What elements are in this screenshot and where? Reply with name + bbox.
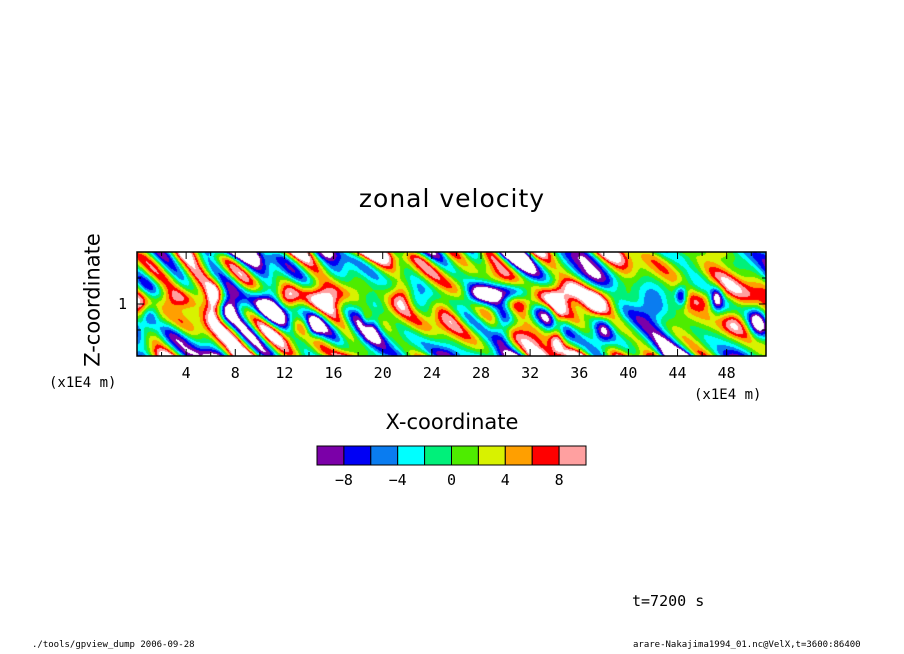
colorbar-swatch (397, 445, 426, 466)
colorbar: −8 −4 0 4 8 (316, 445, 587, 489)
x-tick-label: 40 (619, 364, 637, 382)
x-tick-label: 44 (669, 364, 687, 382)
x-axis-ticks: 4 8 12 16 20 24 28 32 36 40 44 48 (161, 252, 752, 382)
colorbar-swatch (343, 445, 372, 466)
x-tick-label: 48 (718, 364, 736, 382)
y-axis-unit: (x1E4 m) (49, 375, 117, 391)
x-tick-label: 8 (231, 364, 240, 382)
x-tick-label: 24 (423, 364, 441, 382)
x-axis-unit: (x1E4 m) (694, 387, 762, 403)
x-tick-label: 28 (472, 364, 490, 382)
x-axis-label: X-coordinate (385, 410, 519, 434)
colorbar-tick-label: 8 (555, 471, 564, 489)
x-tick-label: 20 (374, 364, 392, 382)
colorbar-swatch (451, 445, 479, 466)
heatmap-field (137, 252, 766, 356)
x-tick-label: 36 (570, 364, 588, 382)
footer-left-text: ./tools/gpview_dump 2006-09-28 (32, 640, 195, 650)
colorbar-swatch (316, 445, 345, 466)
colorbar-swatch (558, 445, 587, 466)
chart-title: zonal velocity (358, 184, 546, 213)
colorbar-swatch (370, 445, 399, 466)
colorbar-tick-label: −4 (389, 471, 407, 489)
y-tick-label: 1 (118, 295, 127, 313)
colorbar-tick-label: −8 (335, 471, 353, 489)
colorbar-swatch (504, 445, 533, 466)
x-tick-label: 32 (521, 364, 539, 382)
x-tick-label: 12 (275, 364, 293, 382)
time-label: t=7200 s (632, 592, 705, 610)
colorbar-swatch (477, 445, 506, 466)
colorbar-tick-label: 4 (501, 471, 510, 489)
colorbar-swatch (424, 445, 453, 466)
colorbar-tick-label: 0 (447, 471, 456, 489)
footer-right-text: arare-Nakajima1994_01.nc@VelX,t=3600:864… (633, 640, 861, 650)
x-tick-label: 4 (182, 364, 191, 382)
x-tick-label: 16 (325, 364, 343, 382)
y-axis-label: Z-coordinate (80, 233, 105, 367)
colorbar-swatch (531, 445, 560, 466)
y-axis-ticks: 1 (118, 277, 766, 331)
